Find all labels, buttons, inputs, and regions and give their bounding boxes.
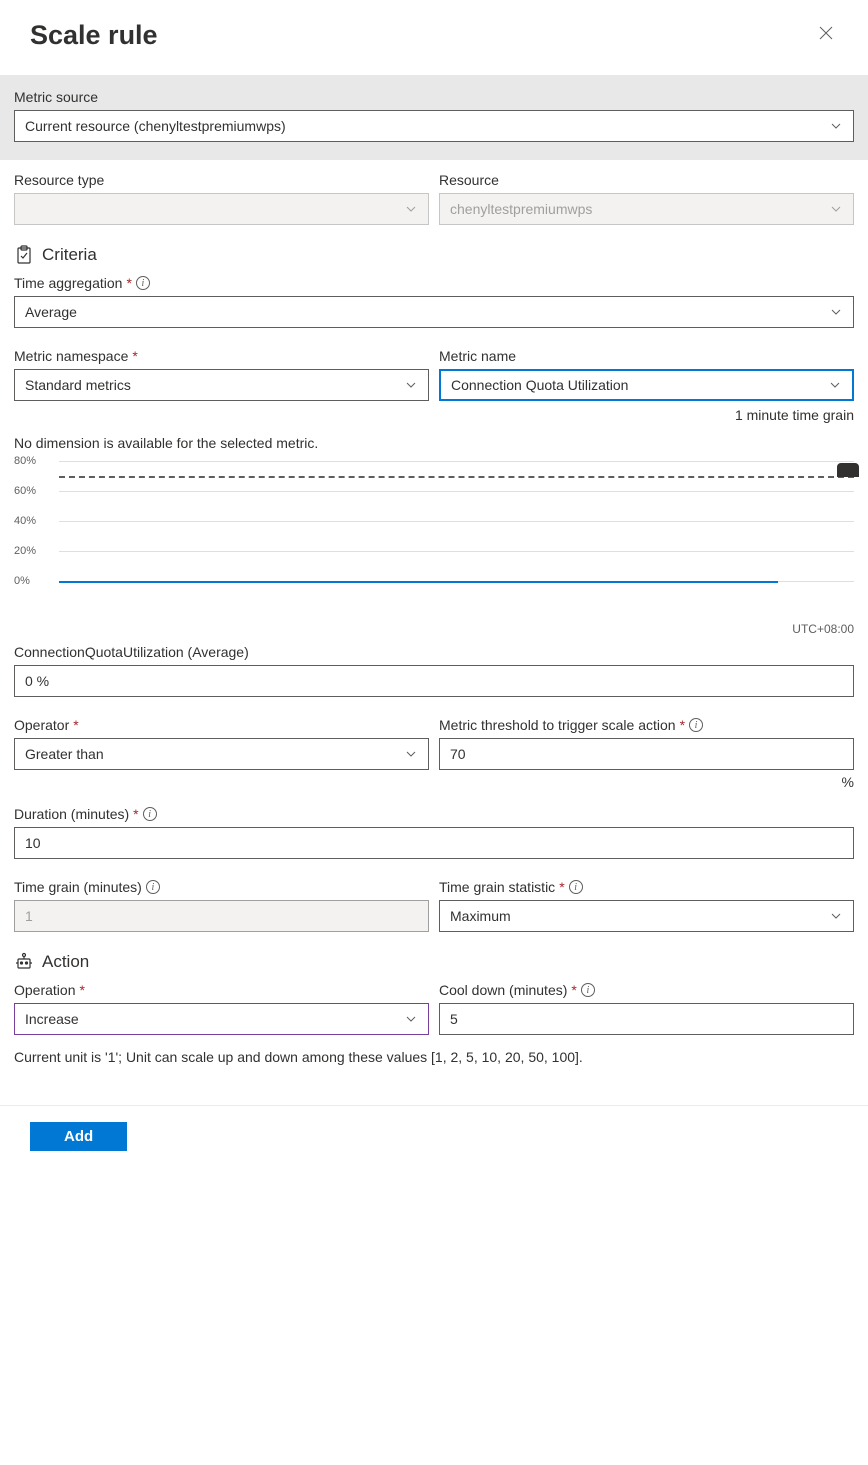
chevron-down-icon — [829, 305, 843, 319]
metric-source-section: Metric source Current resource (chenylte… — [0, 75, 868, 160]
threshold-line — [59, 476, 854, 478]
metric-chart: 80% 60% 40% 20% 0% UTC+08:00 — [14, 461, 854, 636]
info-icon[interactable]: i — [143, 807, 157, 821]
chart-ylabel: 40% — [14, 515, 36, 527]
required-indicator: * — [680, 717, 685, 733]
required-indicator: * — [73, 717, 78, 733]
info-icon[interactable]: i — [136, 276, 150, 290]
chart-ylabel: 60% — [14, 485, 36, 497]
info-icon[interactable]: i — [146, 880, 160, 894]
time-grain-label: Time grain (minutes) — [14, 879, 142, 895]
cooldown-value: 5 — [450, 1011, 458, 1027]
chart-ylabel: 80% — [14, 455, 36, 467]
action-heading: Action — [14, 952, 854, 972]
chevron-down-icon — [404, 202, 418, 216]
metric-namespace-dropdown[interactable]: Standard metrics — [14, 369, 429, 401]
metric-source-value: Current resource (chenyltestpremiumwps) — [25, 118, 286, 134]
info-icon[interactable]: i — [581, 983, 595, 997]
info-icon[interactable]: i — [689, 718, 703, 732]
chart-timezone: UTC+08:00 — [792, 622, 854, 636]
threshold-value: 70 — [450, 746, 466, 762]
chevron-down-icon — [828, 378, 842, 392]
resource-dropdown: chenyltestpremiumwps — [439, 193, 854, 225]
time-grain-stat-label: Time grain statistic — [439, 879, 555, 895]
robot-icon — [14, 952, 34, 972]
chart-series-line — [59, 581, 778, 583]
operator-label: Operator — [14, 717, 69, 733]
metric-source-label: Metric source — [14, 89, 854, 105]
chart-ylabel: 0% — [14, 575, 30, 587]
time-grain-stat-dropdown[interactable]: Maximum — [439, 900, 854, 932]
no-dimension-text: No dimension is available for the select… — [14, 435, 854, 451]
required-indicator: * — [79, 982, 84, 998]
panel-header: Scale rule — [0, 0, 868, 75]
operation-value: Increase — [25, 1011, 79, 1027]
required-indicator: * — [571, 982, 576, 998]
cooldown-label: Cool down (minutes) — [439, 982, 567, 998]
operator-dropdown[interactable]: Greater than — [14, 738, 429, 770]
required-indicator: * — [126, 275, 131, 291]
criteria-heading: Criteria — [14, 245, 854, 265]
time-grain-input: 1 — [14, 900, 429, 932]
close-button[interactable] — [814, 20, 838, 51]
panel-title: Scale rule — [30, 20, 158, 51]
chevron-down-icon — [404, 378, 418, 392]
action-heading-text: Action — [42, 952, 89, 972]
metric-namespace-label: Metric namespace — [14, 348, 128, 364]
time-aggregation-label: Time aggregation — [14, 275, 122, 291]
required-indicator: * — [133, 806, 138, 822]
operation-dropdown[interactable]: Increase — [14, 1003, 429, 1035]
duration-value: 10 — [25, 835, 41, 851]
close-icon — [818, 24, 834, 46]
time-aggregation-value: Average — [25, 304, 77, 320]
time-grain-stat-value: Maximum — [450, 908, 511, 924]
metric-source-dropdown[interactable]: Current resource (chenyltestpremiumwps) — [14, 110, 854, 142]
required-indicator: * — [132, 348, 137, 364]
resource-type-label: Resource type — [14, 172, 429, 188]
resource-value: chenyltestpremiumwps — [450, 201, 592, 217]
cooldown-input[interactable]: 5 — [439, 1003, 854, 1035]
time-grain-hint: 1 minute time grain — [439, 407, 854, 423]
threshold-label: Metric threshold to trigger scale action — [439, 717, 676, 733]
resource-label: Resource — [439, 172, 854, 188]
chevron-down-icon — [829, 909, 843, 923]
chart-ylabel: 20% — [14, 545, 36, 557]
metric-name-label: Metric name — [439, 348, 854, 364]
clipboard-check-icon — [14, 245, 34, 265]
duration-label: Duration (minutes) — [14, 806, 129, 822]
metric-name-dropdown[interactable]: Connection Quota Utilization — [439, 369, 854, 401]
chevron-down-icon — [404, 1012, 418, 1026]
time-aggregation-dropdown[interactable]: Average — [14, 296, 854, 328]
unit-note: Current unit is '1'; Unit can scale up a… — [14, 1049, 854, 1105]
chevron-down-icon — [829, 202, 843, 216]
metric-value-display: 0 % — [14, 665, 854, 697]
metric-value-label: ConnectionQuotaUtilization (Average) — [14, 644, 854, 660]
metric-namespace-value: Standard metrics — [25, 377, 131, 393]
add-button[interactable]: Add — [30, 1122, 127, 1151]
duration-input[interactable]: 10 — [14, 827, 854, 859]
info-icon[interactable]: i — [569, 880, 583, 894]
operation-label: Operation — [14, 982, 75, 998]
threshold-unit: % — [439, 774, 854, 790]
chevron-down-icon — [404, 747, 418, 761]
metric-value-text: 0 % — [25, 673, 49, 689]
operator-value: Greater than — [25, 746, 104, 762]
criteria-heading-text: Criteria — [42, 245, 97, 265]
chart-tooltip-icon — [837, 463, 859, 477]
panel-footer: Add — [0, 1105, 868, 1167]
metric-name-value: Connection Quota Utilization — [451, 377, 628, 393]
resource-type-dropdown — [14, 193, 429, 225]
time-grain-value: 1 — [25, 908, 33, 924]
required-indicator: * — [559, 879, 564, 895]
threshold-input[interactable]: 70 — [439, 738, 854, 770]
chevron-down-icon — [829, 119, 843, 133]
